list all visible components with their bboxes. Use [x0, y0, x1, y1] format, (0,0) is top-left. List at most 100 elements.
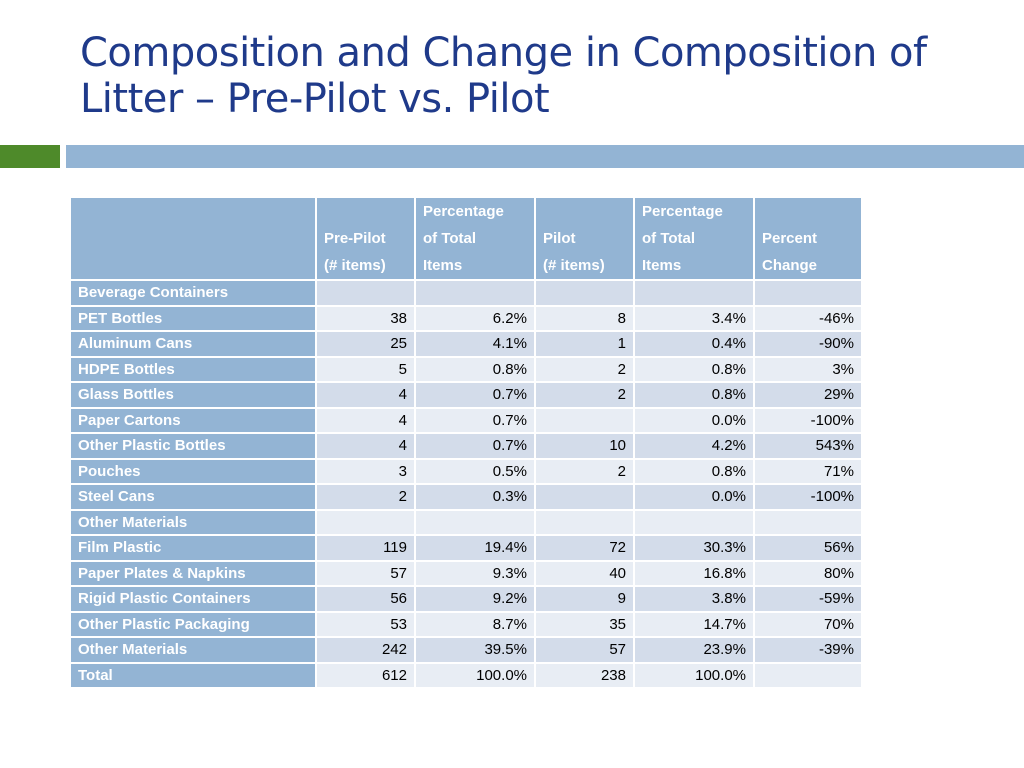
- table-cell: 56: [315, 585, 416, 613]
- table-cell: 38: [315, 304, 416, 332]
- table-cell: 14.7%: [633, 610, 755, 638]
- table-cell: 30.3%: [633, 534, 755, 562]
- table-cell: -90%: [753, 330, 863, 358]
- table-cell: -39%: [753, 636, 863, 664]
- column-header-line: Pre-Pilot: [324, 230, 386, 247]
- table-row: Other Plastic Bottles 4 0.7% 10 4.2% 543%: [69, 432, 863, 460]
- table-cell: [414, 279, 536, 307]
- table-cell: 4: [315, 381, 416, 409]
- table-cell: 4: [315, 432, 416, 460]
- table-cell: -46%: [753, 304, 863, 332]
- table-cell: [753, 508, 863, 536]
- table-cell: 8.7%: [414, 610, 536, 638]
- table-cell: 70%: [753, 610, 863, 638]
- table-cell: 0.8%: [633, 457, 755, 485]
- table-cell: [534, 508, 635, 536]
- table-cell: 0.7%: [414, 406, 536, 434]
- table-cell: 612: [315, 661, 416, 689]
- table-cell: [534, 406, 635, 434]
- table-row: Other Materials 242 39.5% 57 23.9% -39%: [69, 636, 863, 664]
- column-header-line: Items: [642, 257, 682, 274]
- table-cell: 100.0%: [633, 661, 755, 689]
- table-cell: 19.4%: [414, 534, 536, 562]
- table-cell: 0.4%: [633, 330, 755, 358]
- column-header-line: (# items): [543, 257, 605, 274]
- table-cell: 23.9%: [633, 636, 755, 664]
- table-cell: 8: [534, 304, 635, 332]
- green-accent-bar: [0, 145, 60, 168]
- table-row: Glass Bottles 4 0.7% 2 0.8% 29%: [69, 381, 863, 409]
- table-cell: [534, 483, 635, 511]
- column-header-line: (# items): [324, 257, 386, 274]
- table-cell: 53: [315, 610, 416, 638]
- table-cell: 3: [315, 457, 416, 485]
- table-row: Other Plastic Packaging 53 8.7% 35 14.7% 70%: [69, 610, 863, 638]
- table-cell: 0.5%: [414, 457, 536, 485]
- row-label: PET Bottles: [69, 304, 317, 332]
- table-row: PET Bottles 38 6.2% 8 3.4% -46%: [69, 304, 863, 332]
- table-cell: [315, 279, 416, 307]
- table-cell: [414, 508, 536, 536]
- table-cell: 238: [534, 661, 635, 689]
- row-label: Total: [69, 661, 317, 689]
- table-cell: 0.3%: [414, 483, 536, 511]
- table-row: Paper Plates & Napkins 57 9.3% 40 16.8% 80%: [69, 559, 863, 587]
- table-row: Film Plastic 119 19.4% 72 30.3% 56%: [69, 534, 863, 562]
- row-label: Film Plastic: [69, 534, 317, 562]
- table-header-row: Pre-Pilot (# items) Percentage of Total Item…: [69, 196, 863, 281]
- column-header-label: [69, 196, 317, 281]
- column-header-line: Percent: [762, 230, 818, 247]
- table-cell: 2: [534, 355, 635, 383]
- row-label: Steel Cans: [69, 483, 317, 511]
- table-cell: 80%: [753, 559, 863, 587]
- litter-composition-table: Pre-Pilot (# items) Percentage of Total Item…: [69, 196, 863, 689]
- table-cell: 0.8%: [414, 355, 536, 383]
- row-label: Other Plastic Packaging: [69, 610, 317, 638]
- table-row: Aluminum Cans 25 4.1% 1 0.4% -90%: [69, 330, 863, 358]
- row-label: Paper Cartons: [69, 406, 317, 434]
- table-cell: 0.0%: [633, 406, 755, 434]
- table-row: Paper Cartons 4 0.7% 0.0% -100%: [69, 406, 863, 434]
- row-label: Beverage Containers: [69, 279, 317, 307]
- table-cell: 2: [534, 457, 635, 485]
- table-row: Rigid Plastic Containers 56 9.2% 9 3.8% -59%: [69, 585, 863, 613]
- table-cell: 0.8%: [633, 381, 755, 409]
- column-header-pilot-pct: Percentage of Total Items: [633, 196, 755, 281]
- table-row: Total 612 100.0% 238 100.0%: [69, 661, 863, 689]
- table-cell: 100.0%: [414, 661, 536, 689]
- table-cell: 242: [315, 636, 416, 664]
- table-cell: -59%: [753, 585, 863, 613]
- table-cell: 2: [534, 381, 635, 409]
- table-cell: 9.2%: [414, 585, 536, 613]
- table-cell: [633, 279, 755, 307]
- table-cell: 5: [315, 355, 416, 383]
- column-header-line: Percentage: [642, 203, 723, 220]
- table-row: Pouches 3 0.5% 2 0.8% 71%: [69, 457, 863, 485]
- table-row: Other Materials: [69, 508, 863, 536]
- column-header-line: of Total: [423, 230, 477, 247]
- table-cell: 10: [534, 432, 635, 460]
- table-row: Beverage Containers: [69, 279, 863, 307]
- table-row: HDPE Bottles 5 0.8% 2 0.8% 3%: [69, 355, 863, 383]
- table-cell: [633, 508, 755, 536]
- table-cell: 0.0%: [633, 483, 755, 511]
- row-label: Other Plastic Bottles: [69, 432, 317, 460]
- table-cell: 16.8%: [633, 559, 755, 587]
- row-label: HDPE Bottles: [69, 355, 317, 383]
- table-cell: [534, 279, 635, 307]
- column-header-line: Change: [762, 257, 818, 274]
- table-cell: -100%: [753, 483, 863, 511]
- table-cell: 9.3%: [414, 559, 536, 587]
- table-cell: 4.2%: [633, 432, 755, 460]
- table-cell: 6.2%: [414, 304, 536, 332]
- table-cell: 9: [534, 585, 635, 613]
- column-header-pre-pct: Percentage of Total Items: [414, 196, 536, 281]
- table-cell: 57: [534, 636, 635, 664]
- table-cell: 40: [534, 559, 635, 587]
- row-label: Glass Bottles: [69, 381, 317, 409]
- table-cell: 3.8%: [633, 585, 755, 613]
- table-cell: 3.4%: [633, 304, 755, 332]
- column-header-line: Pilot: [543, 230, 576, 247]
- table-cell: -100%: [753, 406, 863, 434]
- table-cell: 1: [534, 330, 635, 358]
